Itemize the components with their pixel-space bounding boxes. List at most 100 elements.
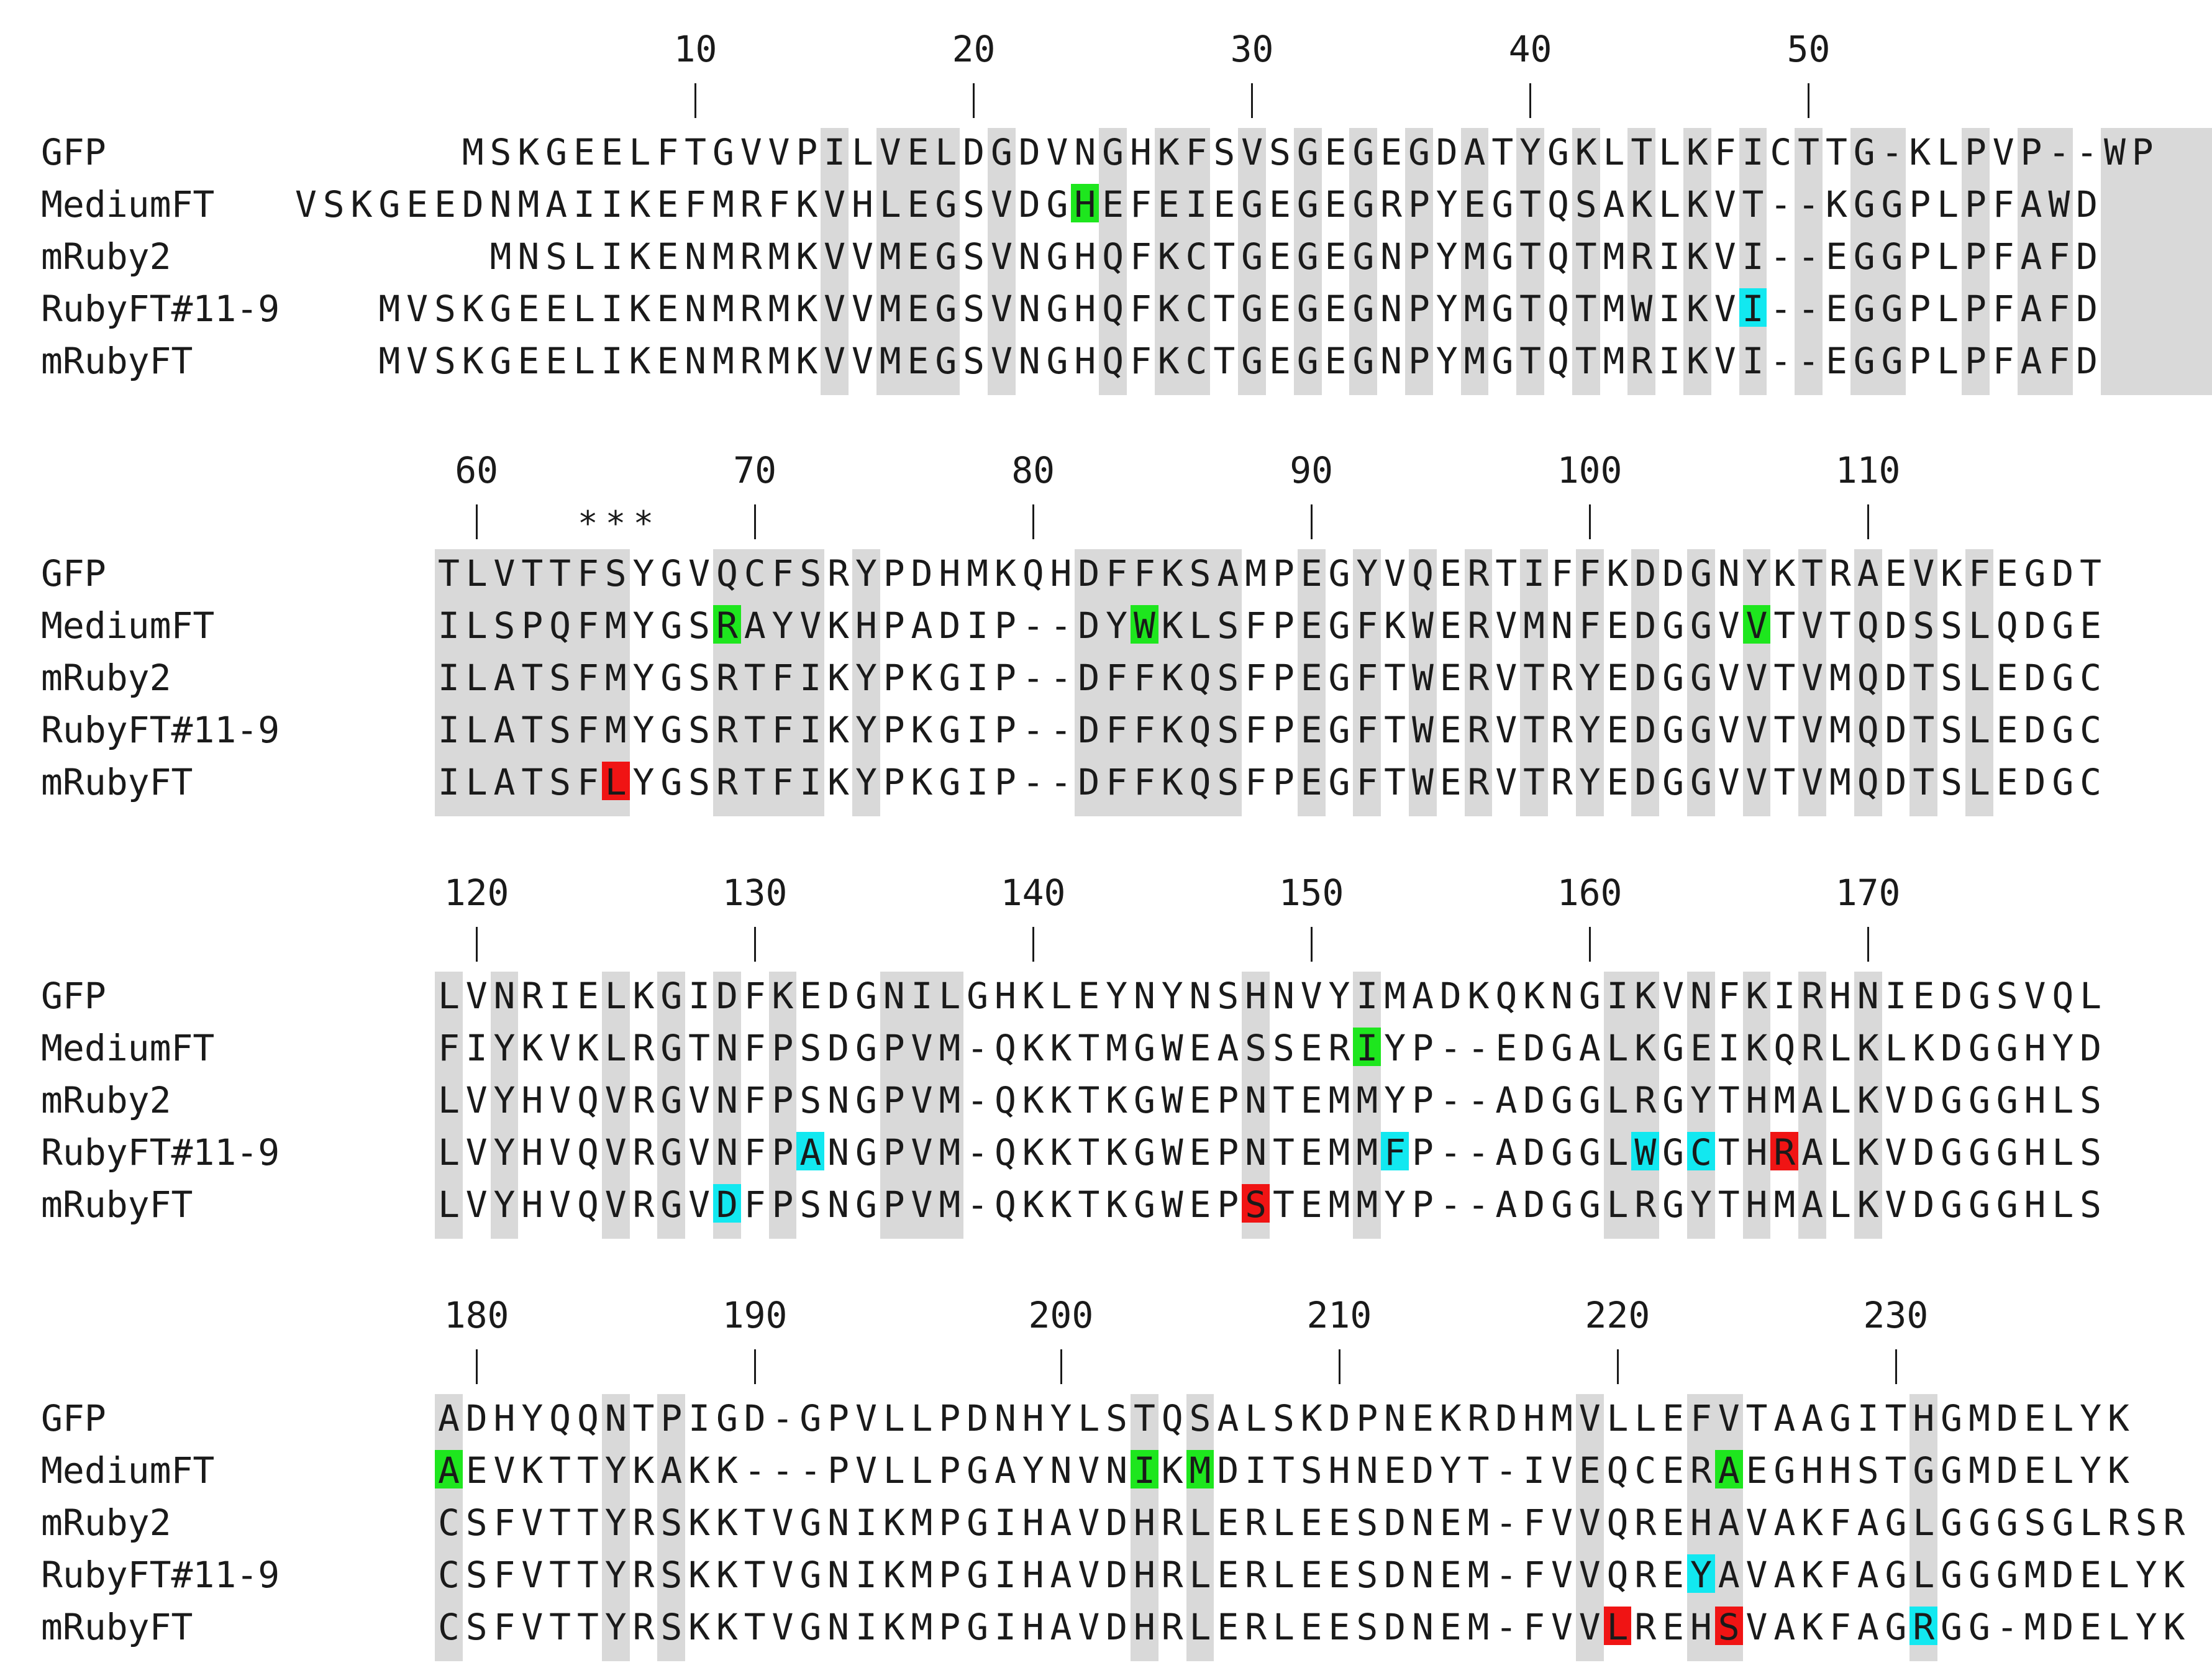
residue: T <box>1384 761 1406 803</box>
residue: I <box>1245 1449 1267 1492</box>
residue: K <box>796 235 818 278</box>
residue: Y <box>1106 604 1128 647</box>
residue: D <box>1436 131 1458 173</box>
residue: R <box>1328 1027 1350 1069</box>
residue: P <box>771 1027 794 1069</box>
residue: A <box>1718 1554 1740 1596</box>
residue: G <box>545 131 568 173</box>
residue: M <box>604 657 627 699</box>
residue: F <box>493 1606 516 1648</box>
residue: R <box>1801 1027 1824 1069</box>
residue: C <box>1634 1449 1657 1492</box>
residue: F <box>1106 552 1128 595</box>
residue: G <box>1133 1131 1155 1174</box>
residue: L <box>1606 1027 1629 1069</box>
residue: R <box>1467 1397 1490 1439</box>
residue: Y <box>1519 131 1542 173</box>
residue: V <box>1718 1397 1740 1439</box>
residue: D <box>1384 1554 1406 1596</box>
residue: E <box>1439 604 1462 647</box>
residue: V <box>1550 1606 1573 1648</box>
residue: E <box>1913 975 1935 1017</box>
residue: S <box>1106 1397 1128 1439</box>
residue: E <box>1189 1183 1211 1226</box>
residue: N <box>1106 1449 1128 1492</box>
residue: S <box>1217 761 1239 803</box>
residue: Q <box>1857 604 1879 647</box>
residue: G <box>1996 1183 2018 1226</box>
residue: H <box>2024 1183 2046 1226</box>
residue: V <box>855 1449 877 1492</box>
residue: Y <box>1328 975 1350 1017</box>
residue: G <box>1491 235 1514 278</box>
residue: E <box>601 131 623 173</box>
residue: G <box>967 1554 989 1596</box>
residue: A <box>1857 552 1879 595</box>
residue: N <box>1411 1502 1434 1544</box>
residue: A <box>1801 1079 1824 1121</box>
residue: I <box>1659 235 1681 278</box>
residue: K <box>1161 552 1183 595</box>
residue: I <box>967 657 989 699</box>
residue: M <box>1968 1449 1990 1492</box>
residue: R <box>1773 1131 1796 1174</box>
residue: K <box>350 183 373 226</box>
residue: P <box>1411 1027 1434 1069</box>
residue: W <box>1411 761 1434 803</box>
residue: F <box>2048 288 2070 330</box>
residue: - <box>1467 1027 1490 1069</box>
residue: T <box>1519 340 1542 382</box>
sequence-name: RubyFT#11-9 <box>41 288 280 330</box>
residue: M <box>939 1131 961 1174</box>
residue: G <box>1968 1183 1990 1226</box>
residue: G <box>660 975 683 1017</box>
residue: V <box>604 1131 627 1174</box>
position-number: 150 <box>1278 872 1344 914</box>
residue: - <box>967 1131 989 1174</box>
residue: G <box>660 1079 683 1121</box>
residue: S <box>2135 1502 2157 1544</box>
residue: G <box>1491 183 1514 226</box>
residue: W <box>1133 604 1155 647</box>
conserved-column-shade <box>1798 972 1826 1239</box>
residue: K <box>1801 1502 1824 1544</box>
highlighted-residue <box>601 762 630 800</box>
residue: D <box>1328 1397 1350 1439</box>
residue: I <box>1185 183 1208 226</box>
residue: G <box>378 183 401 226</box>
residue: L <box>879 183 901 226</box>
residue: P <box>939 1606 961 1648</box>
residue: E <box>907 288 929 330</box>
residue: K <box>1857 1131 1879 1174</box>
residue: M <box>1463 340 1486 382</box>
residue: G <box>1352 183 1375 226</box>
residue: H <box>1022 1554 1044 1596</box>
residue: I <box>855 1554 877 1596</box>
residue: K <box>827 604 850 647</box>
residue: S <box>1189 1397 1211 1439</box>
residue: G <box>1968 1502 1990 1544</box>
residue: S <box>434 288 456 330</box>
residue: K <box>2163 1554 2185 1596</box>
residue: E <box>1606 657 1629 699</box>
residue: K <box>1050 1183 1072 1226</box>
residue: G <box>1296 131 1319 173</box>
residue: M <box>1106 1027 1128 1069</box>
residue: L <box>573 235 595 278</box>
residue: R <box>632 1606 655 1648</box>
residue: N <box>1272 975 1295 1017</box>
residue: D <box>1384 1606 1406 1648</box>
sequence-name: mRubyFT <box>41 1606 193 1648</box>
residue: Y <box>632 761 655 803</box>
residue: M <box>1603 288 1625 330</box>
residue: L <box>1050 975 1072 1017</box>
residue: H <box>521 1079 544 1121</box>
residue: T <box>1523 761 1545 803</box>
residue: T <box>1272 1183 1295 1226</box>
residue: P <box>1909 340 1931 382</box>
residue: E <box>1662 1554 1685 1596</box>
conserved-column-shade <box>1962 128 1990 395</box>
residue: K <box>716 1449 738 1492</box>
residue: K <box>1157 235 1180 278</box>
residue: H <box>1022 1397 1044 1439</box>
